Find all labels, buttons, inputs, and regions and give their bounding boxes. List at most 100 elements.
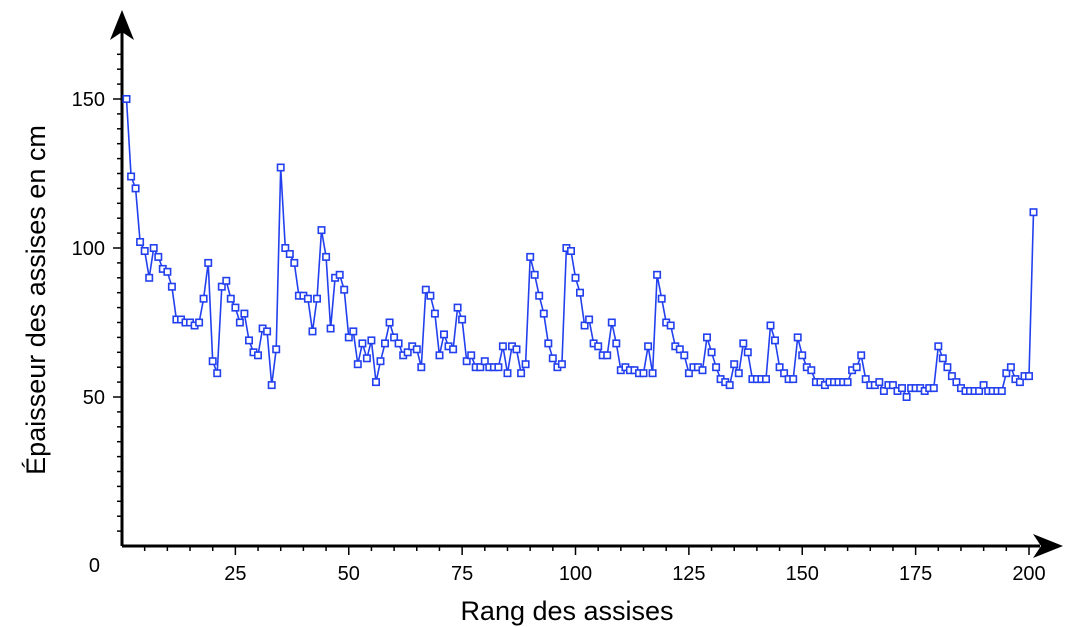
y-axis-arrow <box>110 10 134 40</box>
data-point <box>453 303 462 312</box>
data-point <box>222 276 231 285</box>
data-point <box>349 327 358 336</box>
data-point <box>1025 372 1034 381</box>
data-point <box>698 366 707 375</box>
data-point <box>702 333 711 342</box>
data-point <box>131 184 140 193</box>
data-point <box>240 309 249 318</box>
data-point <box>897 384 906 393</box>
data-point <box>308 327 317 336</box>
data-point <box>612 339 621 348</box>
data-point <box>122 95 131 104</box>
data-point <box>439 330 448 339</box>
data-point <box>648 369 657 378</box>
data-point <box>344 333 353 342</box>
data-point <box>557 360 566 369</box>
data-point <box>154 252 163 261</box>
x-tick-label: 175 <box>899 563 932 585</box>
data-point <box>539 309 548 318</box>
data-point <box>852 363 861 372</box>
data-point <box>1029 208 1038 217</box>
data-point <box>367 336 376 345</box>
data-point <box>127 172 136 181</box>
data-point <box>575 288 584 297</box>
data-point <box>730 360 739 369</box>
ticks <box>113 53 1030 555</box>
data-point <box>530 270 539 279</box>
data-point <box>684 369 693 378</box>
data-point <box>480 357 489 366</box>
data-point <box>390 333 399 342</box>
data-point <box>535 291 544 300</box>
axes <box>110 10 1063 558</box>
data-point <box>975 386 984 395</box>
data-point <box>739 339 748 348</box>
data-point <box>140 247 149 256</box>
data-point <box>312 294 321 303</box>
data-point <box>879 386 888 395</box>
data-point <box>875 378 884 387</box>
data-point <box>231 303 240 312</box>
data-point <box>775 363 784 372</box>
y-tick-label: 150 <box>72 89 105 111</box>
x-tick-label: 25 <box>224 563 246 585</box>
data-point <box>943 363 952 372</box>
data-point <box>780 369 789 378</box>
data-point <box>979 381 988 390</box>
data-point <box>639 369 648 378</box>
data-point <box>167 282 176 291</box>
data-point <box>494 363 503 372</box>
data-point <box>712 363 721 372</box>
data-point <box>376 357 385 366</box>
data-point <box>761 375 770 384</box>
data-point <box>793 333 802 342</box>
x-tick-label: 75 <box>451 563 473 585</box>
data-point <box>843 378 852 387</box>
x-axis-title: Rang des assises <box>460 596 673 626</box>
data-point <box>997 386 1006 395</box>
data-point <box>204 258 213 267</box>
data-point <box>394 339 403 348</box>
data-point <box>326 324 335 333</box>
series-markers <box>122 95 1038 401</box>
y-tick-label: 50 <box>83 387 105 409</box>
data-point <box>517 369 526 378</box>
data-point <box>267 381 276 390</box>
data-point <box>322 252 331 261</box>
data-point <box>521 360 530 369</box>
data-point <box>380 339 389 348</box>
data-point <box>807 366 816 375</box>
data-point <box>149 244 158 253</box>
data-point <box>403 348 412 357</box>
data-point <box>272 345 281 354</box>
data-point <box>653 270 662 279</box>
data-point <box>263 327 272 336</box>
data-point <box>317 226 326 235</box>
data-point <box>743 348 752 357</box>
data-point <box>675 345 684 354</box>
data-point <box>680 351 689 360</box>
data-point <box>594 342 603 351</box>
data-point <box>512 345 521 354</box>
data-point <box>657 294 666 303</box>
data-point <box>476 363 485 372</box>
data-point <box>725 381 734 390</box>
data-point <box>1006 363 1015 372</box>
data-point <box>580 321 589 330</box>
data-point <box>666 321 675 330</box>
data-point <box>585 315 594 324</box>
data-point <box>934 342 943 351</box>
data-point <box>734 369 743 378</box>
data-point <box>199 294 208 303</box>
x-tick-label: 200 <box>1012 563 1045 585</box>
origin-label: 0 <box>89 555 100 577</box>
data-point <box>358 339 367 348</box>
data-point <box>798 351 807 360</box>
data-point <box>136 238 145 247</box>
data-point <box>213 369 222 378</box>
data-point <box>362 354 371 363</box>
data-point <box>526 252 535 261</box>
data-point <box>644 342 653 351</box>
data-point <box>467 351 476 360</box>
data-point <box>430 309 439 318</box>
